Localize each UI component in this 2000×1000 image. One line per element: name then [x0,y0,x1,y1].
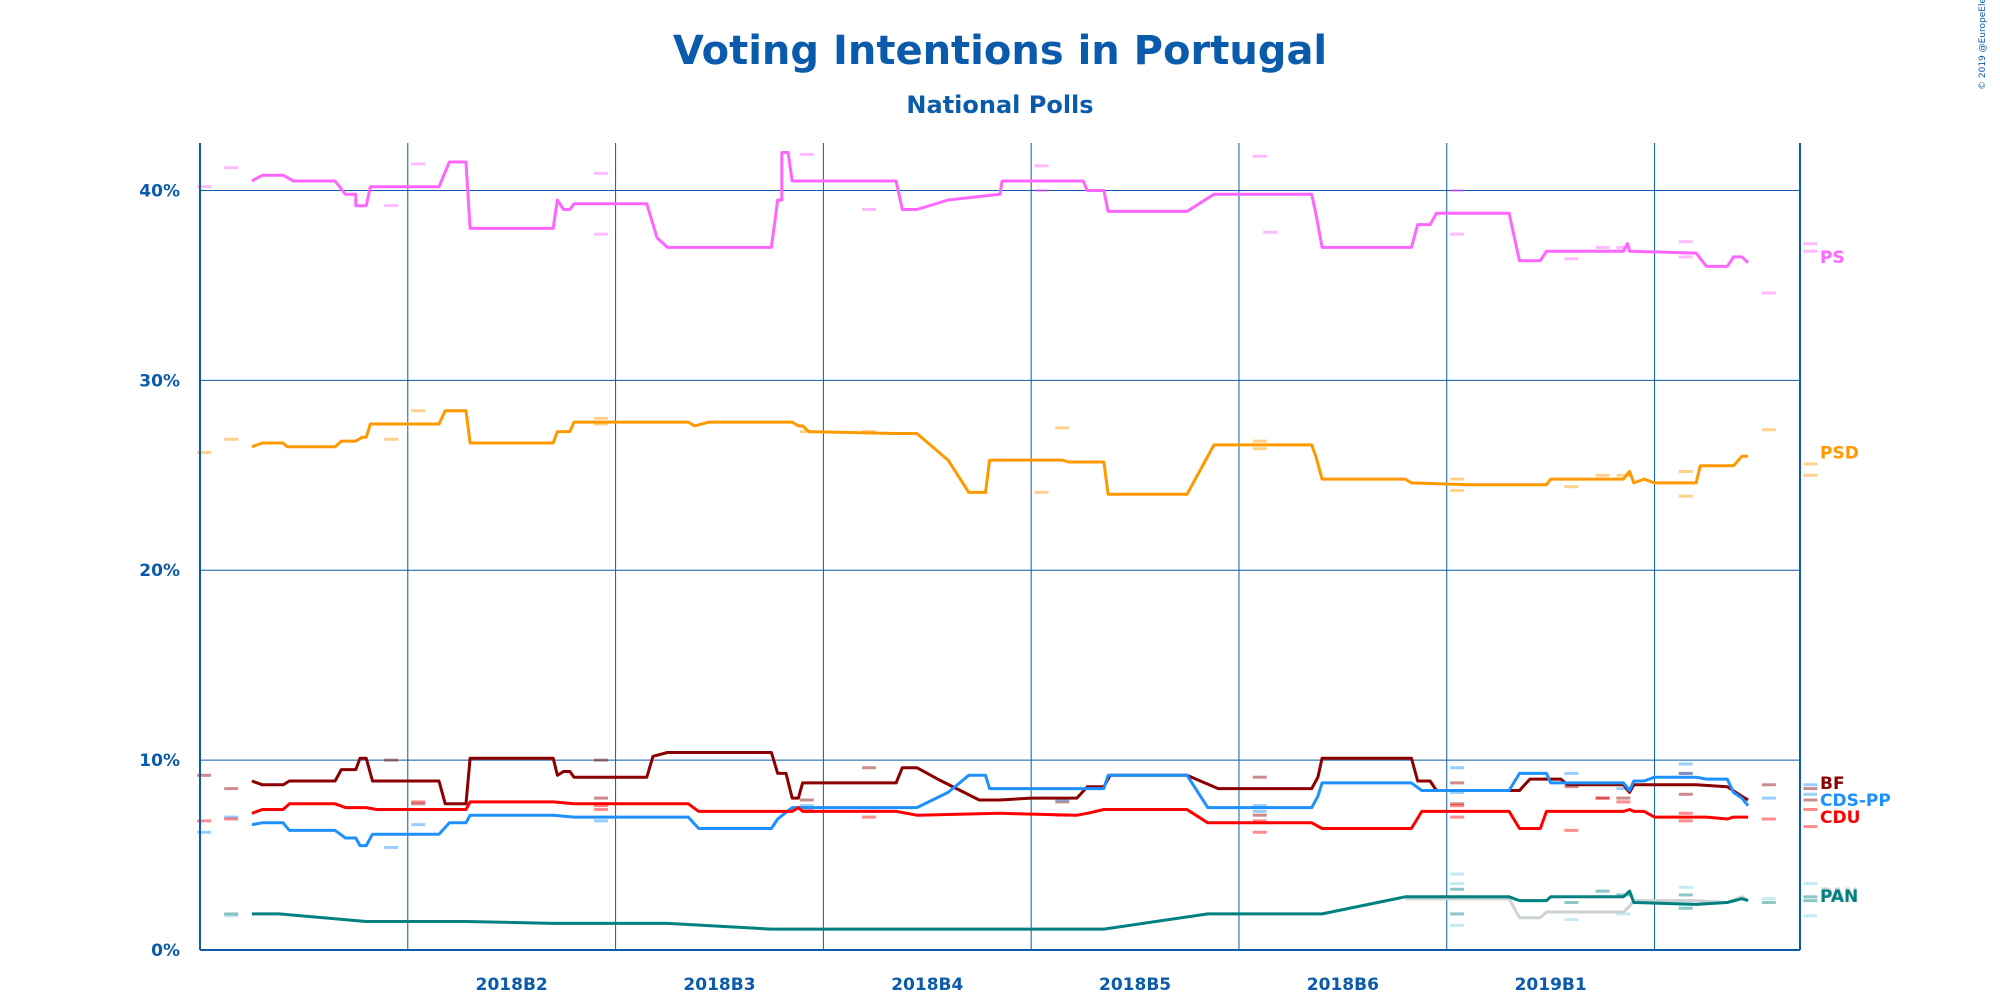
x-tick-label: 2018B4 [891,975,963,995]
y-tick-label: 10% [139,751,180,771]
series-line [251,409,1749,496]
series-label: PAN [1820,885,1858,905]
x-tick-label: 2018B6 [1307,975,1379,995]
x-tick-label: 2018B2 [476,975,548,995]
y-tick-label: 20% [139,561,180,581]
x-tick-label: 2019B1 [1515,975,1587,995]
axis-layer: 0% 10% 20% 30% 40% 2018B2 2018B3 2018B4 2018B5 20… [139,143,1801,995]
grid-layer [200,143,1800,950]
y-tick-label: 30% [139,371,180,391]
series-label: CDU [1820,808,1860,828]
series-line [251,889,1749,931]
series-label: BF [1820,774,1845,794]
series-label: CDS-PP [1820,791,1891,811]
series-line [251,151,1750,268]
chart-title: Voting Intentions in Portugal [673,28,1327,74]
series-layer [251,151,1750,931]
x-tick-label: 2018B5 [1099,975,1171,995]
series-line [251,771,1750,848]
y-tick-label: 0% [151,941,180,961]
series-label: PSD [1820,444,1859,464]
series-line [251,800,1749,830]
y-tick-label: 40% [139,181,180,201]
series-label: PAN [1820,887,1858,907]
x-tick-label: 2018B3 [683,975,755,995]
series-line [251,751,1749,806]
copyright-note: © 2019 @EuropeElects [1978,0,1988,90]
series-label: PS [1820,248,1845,268]
chart-subtitle: National Polls [906,91,1093,119]
